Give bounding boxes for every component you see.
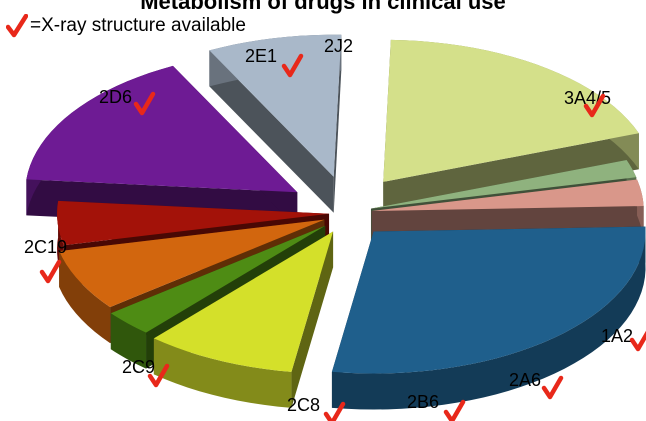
xray-check-2e1-icon bbox=[281, 53, 304, 78]
pie-slice-side bbox=[333, 34, 342, 213]
chart-title: Metabolism of drugs in clinical use bbox=[140, 0, 506, 14]
slice-label-2a6: 2A6 bbox=[509, 370, 541, 390]
slice-label-2c19: 2C19 bbox=[24, 237, 67, 257]
xray-check-2d6-icon bbox=[133, 91, 156, 116]
pie-slice-top bbox=[59, 219, 325, 308]
xray-check-2c8-icon bbox=[323, 401, 346, 421]
xray-check-2c19-icon bbox=[39, 259, 62, 284]
pie-slice-top bbox=[110, 225, 326, 333]
pie-slice-top bbox=[209, 34, 342, 177]
slice-label-1a2: 1A2 bbox=[601, 326, 633, 346]
pie-slice-edge bbox=[110, 313, 147, 369]
legend-note-text: =X-ray structure available bbox=[30, 15, 246, 36]
pie-slice-edge bbox=[59, 251, 111, 344]
pie-slice-edge bbox=[331, 226, 646, 410]
xray-check-2c9-icon bbox=[147, 363, 170, 388]
slice-label-2c8: 2C8 bbox=[287, 395, 320, 415]
slice-label-2e1: 2E1 bbox=[245, 46, 277, 66]
pie-slice-top bbox=[383, 39, 639, 182]
pie-slice-side bbox=[291, 231, 334, 408]
pie-slice-top bbox=[371, 179, 644, 212]
slice-label-2j2: 2J2 bbox=[324, 36, 353, 56]
pie-slice-3a4-5 bbox=[331, 226, 646, 410]
pie-slice-top bbox=[370, 160, 637, 209]
pie-slice-top bbox=[57, 200, 330, 246]
slice-label-2d6: 2D6 bbox=[99, 87, 132, 107]
slice-label-2b6: 2B6 bbox=[407, 392, 439, 412]
pie-slice-top bbox=[26, 65, 298, 193]
xray-check-3a4-5-icon bbox=[583, 93, 606, 118]
legend-note: =X-ray structure available bbox=[6, 12, 246, 40]
pie-slice-top bbox=[153, 231, 334, 372]
xray-check-2b6-icon bbox=[443, 399, 466, 421]
red-checkmark-icon bbox=[6, 14, 28, 38]
slice-label-2c9: 2C9 bbox=[122, 357, 155, 377]
xray-check-2a6-icon bbox=[541, 375, 564, 400]
pie-slice-top bbox=[331, 226, 646, 374]
pie-slice-2c19 bbox=[209, 34, 342, 213]
xray-check-1a2-icon bbox=[629, 330, 646, 352]
pie-slice-edge bbox=[153, 338, 292, 408]
pie-slice-side bbox=[209, 50, 334, 213]
pie-slice-1a2 bbox=[153, 231, 334, 408]
